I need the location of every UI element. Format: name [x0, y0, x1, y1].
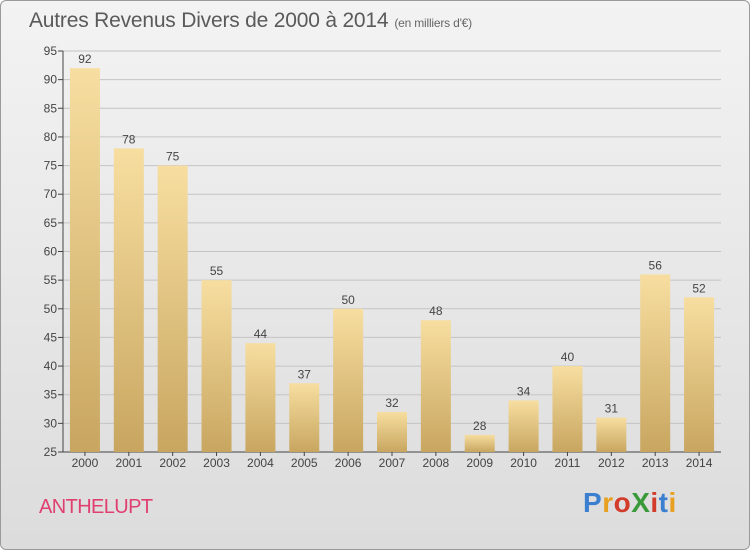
proxiti-logo[interactable]: ProXiti — [583, 487, 677, 519]
y-tick-label: 50 — [44, 302, 58, 316]
bar — [596, 417, 627, 452]
y-tick-label: 25 — [44, 445, 58, 459]
data-label: 56 — [649, 258, 663, 272]
bar — [333, 308, 364, 452]
bar — [289, 383, 320, 452]
x-tick-label: 2011 — [555, 456, 581, 470]
data-label: 48 — [429, 304, 443, 318]
y-tick-labels: 25 30 35 40 45 50 55 60 65 70 75 80 85 90 95 — [44, 44, 58, 459]
x-tick-label: 2001 — [115, 456, 142, 470]
chart-title: Autres Revenus Divers de 2000 à 2014 (en … — [29, 9, 472, 33]
logo-letter: i — [668, 487, 677, 518]
x-tick-label: 2006 — [335, 456, 362, 470]
bar — [245, 343, 276, 452]
x-tick-label: 2013 — [642, 456, 669, 470]
x-tick-label: 2003 — [203, 456, 230, 470]
y-tick-label: 35 — [44, 388, 58, 402]
x-tick-label: 2004 — [247, 456, 274, 470]
data-label: 75 — [166, 150, 180, 164]
bar — [684, 297, 715, 452]
y-tick-label: 95 — [44, 44, 58, 58]
data-labels: 92 78 75 55 44 37 50 32 48 28 34 40 31 56 52 — [78, 52, 706, 433]
y-tick-label: 70 — [44, 187, 58, 201]
bar — [420, 320, 451, 452]
bar — [464, 434, 495, 452]
logo-letter: o — [613, 487, 632, 518]
y-tick-label: 90 — [44, 73, 58, 87]
y-tick-label: 80 — [44, 130, 58, 144]
y-tick-label: 75 — [44, 159, 58, 173]
bar — [552, 366, 583, 452]
data-label: 44 — [254, 327, 268, 341]
x-tick-label: 2009 — [466, 456, 493, 470]
logo-letter: r — [602, 487, 614, 518]
logo-letter: P — [583, 487, 603, 518]
y-tick-label: 40 — [44, 359, 58, 373]
data-label: 52 — [692, 281, 706, 295]
bar — [157, 165, 188, 453]
y-tick-label: 60 — [44, 245, 58, 259]
grid-lines — [58, 50, 721, 453]
chart-subtitle: (en milliers d'€) — [394, 16, 472, 30]
data-label: 34 — [517, 384, 531, 398]
bars — [69, 68, 715, 453]
data-label: 37 — [298, 367, 312, 381]
bar — [201, 280, 232, 452]
y-tick-label: 85 — [44, 101, 58, 115]
data-label: 50 — [341, 293, 355, 307]
city-name: ANTHELUPT — [39, 496, 153, 518]
x-tick-label: 2002 — [159, 456, 186, 470]
data-label: 31 — [605, 402, 619, 416]
logo-letter: i — [650, 487, 659, 518]
bar — [377, 411, 407, 452]
y-tick-label: 55 — [44, 273, 58, 287]
x-tick-labels: 2000 2001 2002 2003 2004 2005 2006 2007 2008 2009… — [72, 452, 713, 470]
data-label: 78 — [122, 132, 136, 146]
bar — [640, 274, 671, 452]
y-tick-label: 65 — [44, 216, 58, 230]
data-label: 32 — [385, 396, 399, 410]
y-tick-label: 45 — [44, 330, 58, 344]
bar — [69, 68, 100, 452]
data-label: 55 — [210, 264, 224, 278]
chart-title-text: Autres Revenus Divers de 2000 à 2014 — [29, 9, 389, 32]
bar — [113, 148, 144, 452]
data-label: 92 — [78, 52, 92, 66]
data-label: 40 — [561, 350, 575, 364]
logo-letter: X — [631, 487, 651, 518]
x-tick-label: 2010 — [510, 456, 537, 470]
x-tick-label: 2008 — [423, 456, 450, 470]
logo-letter: t — [658, 487, 669, 518]
bar — [508, 400, 539, 452]
x-tick-label: 2007 — [379, 456, 406, 470]
x-tick-label: 2000 — [72, 456, 99, 470]
x-tick-label: 2005 — [291, 456, 318, 470]
x-tick-label: 2012 — [598, 456, 625, 470]
data-label: 28 — [473, 419, 487, 433]
x-tick-label: 2014 — [686, 456, 713, 470]
y-tick-label: 30 — [44, 416, 58, 430]
